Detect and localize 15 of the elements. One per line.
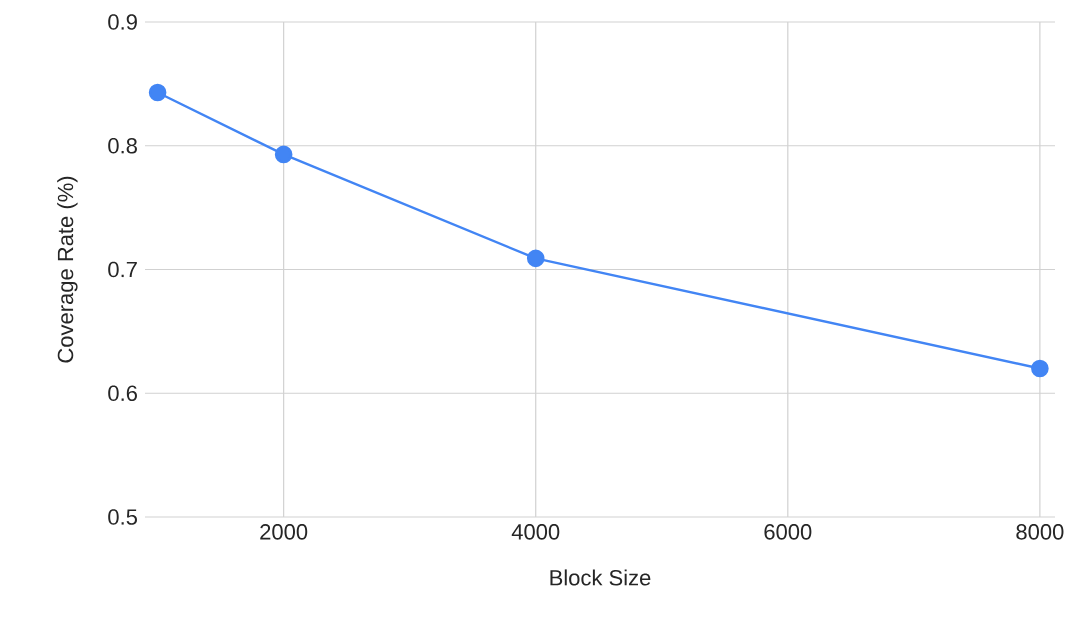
point xyxy=(526,249,545,268)
x-tick-label: 2000 xyxy=(260,524,308,540)
y-tick-label: 0.8 xyxy=(108,137,137,154)
x-axis-title: Block Size xyxy=(550,569,651,586)
y-tick-label: 0.7 xyxy=(108,261,137,278)
y-tick-label: 0.5 xyxy=(108,509,137,525)
y-axis-title: Coverage Rate (%) xyxy=(57,176,78,363)
point xyxy=(274,145,293,164)
x-tick-label: 4000 xyxy=(511,524,560,540)
point xyxy=(1031,359,1049,378)
point xyxy=(148,83,167,102)
x-tick-label: 8000 xyxy=(1016,524,1064,540)
x-tick-label: 6000 xyxy=(764,524,812,540)
y-tick-label: 0.6 xyxy=(108,385,137,402)
y-tick-label: 0.9 xyxy=(108,14,137,30)
